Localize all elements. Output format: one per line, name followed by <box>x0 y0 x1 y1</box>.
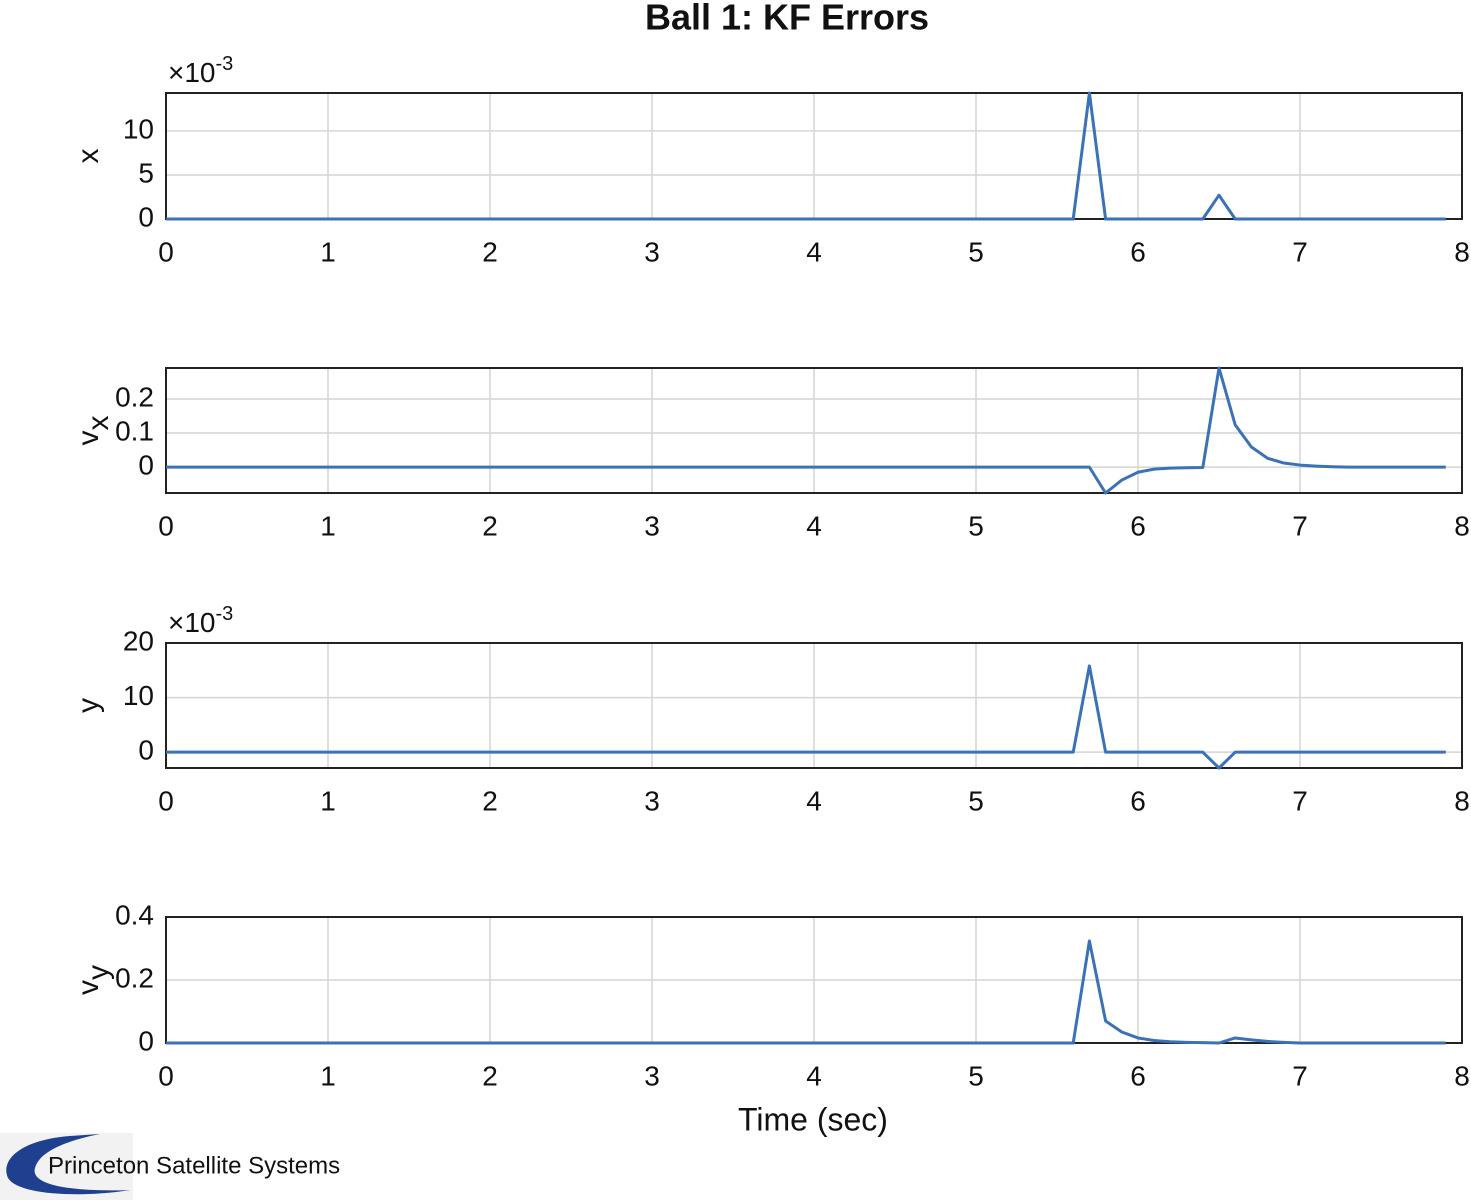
y-tick-label: 0 <box>138 735 154 766</box>
x-tick-label: 3 <box>644 510 660 541</box>
logo-text: Princeton Satellite Systems <box>48 1152 340 1179</box>
data-line <box>166 91 1446 221</box>
y-axis-label: vy <box>72 965 115 995</box>
logo: Princeton Satellite Systems <box>0 1133 340 1200</box>
y-axis-label: x <box>72 149 105 164</box>
x-tick-label: 7 <box>1292 510 1308 541</box>
x-tick-label: 8 <box>1454 785 1470 816</box>
y-tick-label: 0.1 <box>115 415 154 446</box>
x-tick-label: 6 <box>1130 510 1146 541</box>
y-axis-label-subscript: y <box>82 965 115 980</box>
x-tick-label: 6 <box>1130 785 1146 816</box>
multiplier-exponent: -3 <box>216 53 234 75</box>
plot-frame <box>165 642 1463 769</box>
x-tick-label: 3 <box>644 785 660 816</box>
x-tick-label: 0 <box>158 510 174 541</box>
y-tick-label: 10 <box>123 113 154 144</box>
logo-swoosh <box>6 1134 130 1195</box>
x-tick-label: 5 <box>968 510 984 541</box>
x-tick-label: 2 <box>482 1060 498 1091</box>
y-axis-label-base: y <box>72 698 105 713</box>
x-tick-label: 7 <box>1292 785 1308 816</box>
x-tick-label: 2 <box>482 510 498 541</box>
y-tick-label: 0 <box>138 450 154 481</box>
x-tick-label: 3 <box>644 1060 660 1091</box>
x-tick-label: 0 <box>158 1060 174 1091</box>
x-tick-label: 1 <box>320 510 336 541</box>
x-tick-label: 5 <box>968 1060 984 1091</box>
figure-title: Ball 1: KF Errors <box>645 0 929 38</box>
axis-multiplier: ×10-3 <box>168 53 233 88</box>
x-tick-label: 4 <box>806 510 822 541</box>
x-tick-label: 1 <box>320 1060 336 1091</box>
x-tick-label: 6 <box>1130 1060 1146 1091</box>
multiplier-exponent: -3 <box>216 603 234 625</box>
x-tick-label: 4 <box>806 785 822 816</box>
plot-frame <box>165 367 1463 494</box>
y-axis-label-base: x <box>72 149 105 164</box>
x-tick-label: 6 <box>1130 236 1146 267</box>
y-tick-label: 0.2 <box>115 381 154 412</box>
y-tick-label: 10 <box>123 680 154 711</box>
x-tick-label: 8 <box>1454 236 1470 267</box>
x-tick-label: 7 <box>1292 236 1308 267</box>
multiplier-base: ×10 <box>168 57 216 88</box>
data-line <box>166 366 1446 495</box>
x-tick-label: 0 <box>158 785 174 816</box>
data-line <box>166 939 1446 1045</box>
x-tick-label: 7 <box>1292 1060 1308 1091</box>
x-tick-label: 8 <box>1454 1060 1470 1091</box>
x-tick-label: 1 <box>320 785 336 816</box>
multiplier-base: ×10 <box>168 607 216 638</box>
y-tick-label: 20 <box>123 625 154 656</box>
x-tick-label: 3 <box>644 236 660 267</box>
x-tick-label: 0 <box>158 236 174 267</box>
y-axis-label: y <box>72 698 105 713</box>
x-tick-label: 2 <box>482 236 498 267</box>
x-tick-label: 5 <box>968 785 984 816</box>
y-axis-label-base: v <box>72 431 105 446</box>
axis-multiplier: ×10-3 <box>168 603 233 638</box>
y-tick-label: 0.2 <box>115 962 154 993</box>
y-axis-label: vx <box>72 416 115 446</box>
data-line <box>166 664 1446 770</box>
x-tick-label: 1 <box>320 236 336 267</box>
y-tick-label: 0 <box>138 1025 154 1056</box>
x-axis-label: Time (sec) <box>738 1101 888 1137</box>
x-tick-label: 4 <box>806 1060 822 1091</box>
y-tick-label: 5 <box>138 157 154 188</box>
y-tick-label: 0 <box>138 201 154 232</box>
x-tick-label: 4 <box>806 236 822 267</box>
y-axis-label-subscript: x <box>82 416 115 431</box>
y-axis-label-base: v <box>72 980 105 995</box>
x-tick-label: 5 <box>968 236 984 267</box>
x-tick-label: 8 <box>1454 510 1470 541</box>
y-tick-label: 0.4 <box>115 899 154 930</box>
x-tick-label: 2 <box>482 785 498 816</box>
